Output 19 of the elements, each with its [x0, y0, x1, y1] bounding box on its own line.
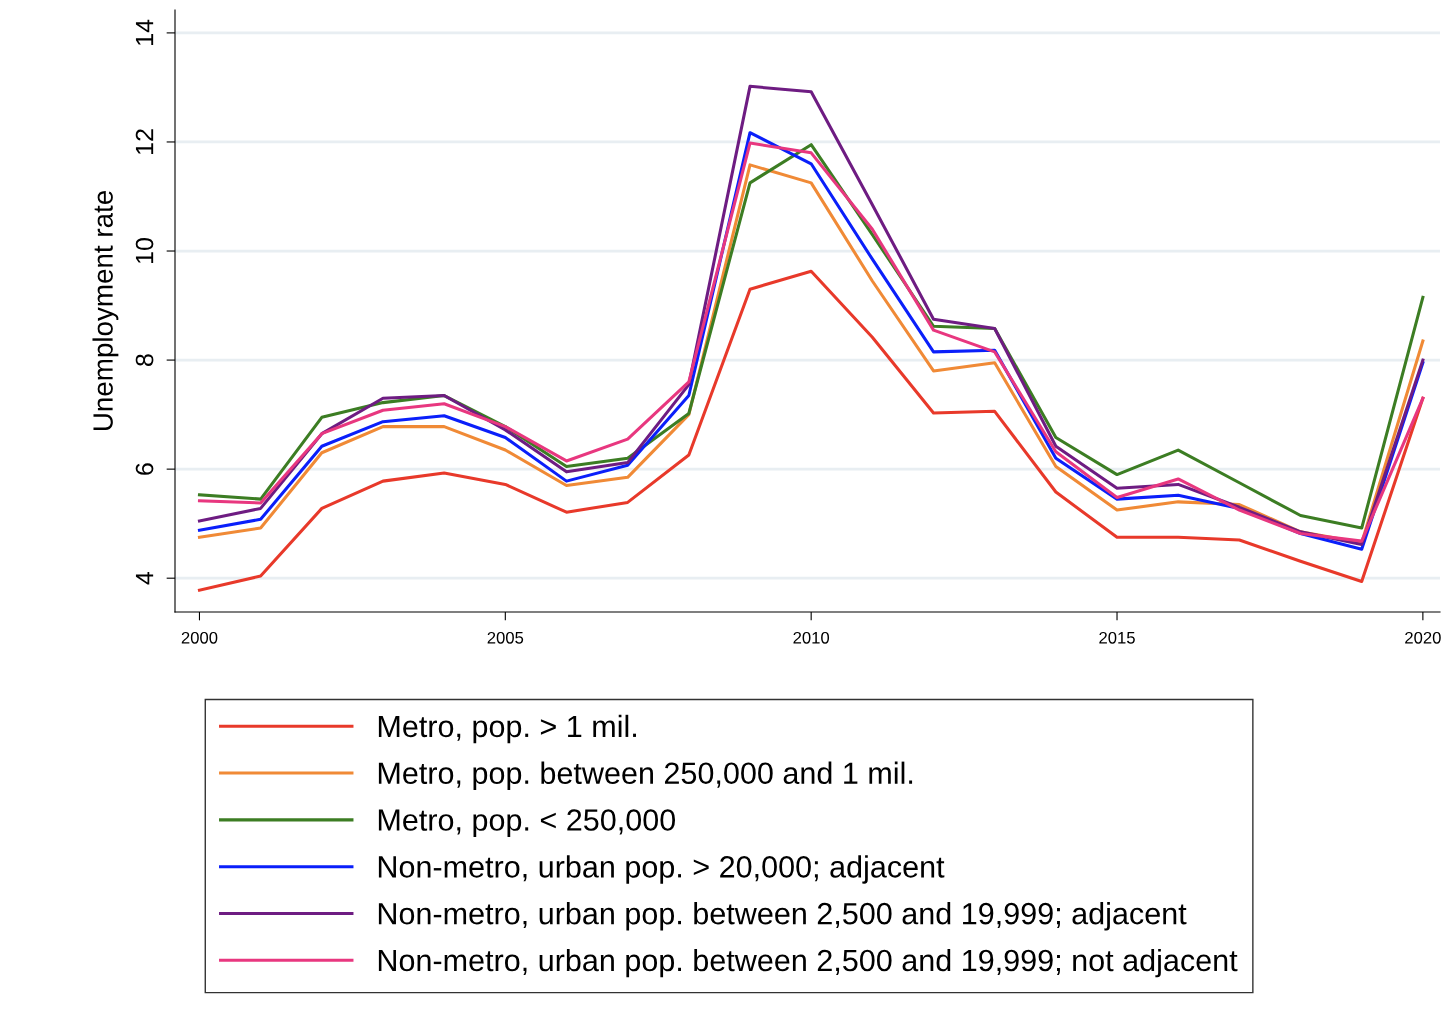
y-tick-label: 6 — [135, 463, 154, 475]
legend-label: Metro, pop. between 250,000 and 1 mil. — [378, 761, 913, 791]
y-tick-label: 8 — [135, 354, 154, 366]
legend-label: Non-metro, urban pop. > 20,000; adjacent — [378, 855, 945, 884]
y-tick-label: 4 — [135, 571, 154, 585]
line-series — [197, 269, 1425, 592]
x-tick-label: 2015 — [1099, 631, 1135, 644]
y-tick-label: 14 — [135, 19, 154, 45]
legend-label: Non-metro, urban pop. between 2,500 and 19,999; adjacent — [378, 902, 1187, 931]
x-tick-label: 2000 — [181, 631, 218, 644]
x-tick-label: 2020 — [1405, 631, 1441, 644]
y-axis-title: Unemployment rate — [92, 191, 119, 431]
legend-label: Non-metro, urban pop. between 2,500 and 19,999; not adjacent — [378, 948, 1238, 978]
legend-label: Metro, pop. < 250,000 — [378, 809, 676, 837]
x-tick-label: 2010 — [793, 631, 830, 644]
y-tick-label: 10 — [135, 238, 154, 264]
x-tick-label: 2005 — [487, 631, 524, 644]
legend-label: Metro, pop. > 1 mil. — [378, 714, 636, 744]
y-tick-label: 12 — [135, 129, 154, 154]
